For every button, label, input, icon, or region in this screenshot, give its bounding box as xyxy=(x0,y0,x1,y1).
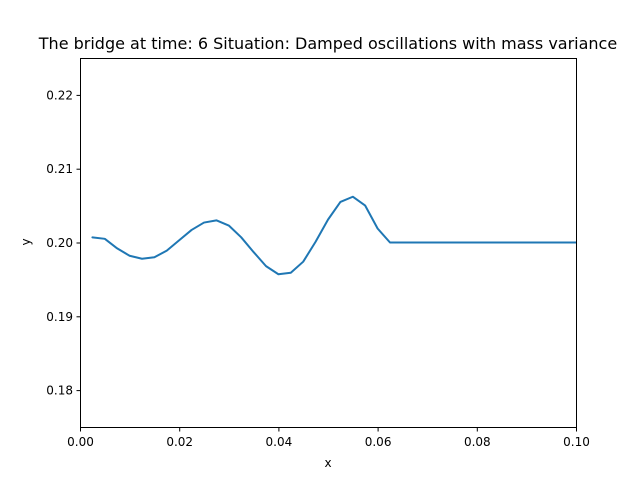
plot-area xyxy=(91,195,577,276)
x-tick-label: 0.10 xyxy=(563,435,590,449)
series-line-0 xyxy=(91,195,577,276)
y-tick-label: 0.18 xyxy=(46,384,73,398)
chart-title: The bridge at time: 6 Situation: Damped … xyxy=(38,34,617,53)
x-tick-label: 0.00 xyxy=(67,435,94,449)
y-tick-label: 0.21 xyxy=(46,162,73,176)
y-axis: 0.18 0.19 0.20 0.21 0.22 xyxy=(46,88,81,398)
x-tick-label: 0.06 xyxy=(365,435,392,449)
y-axis-label: y xyxy=(19,238,33,245)
x-tick-label: 0.02 xyxy=(166,435,193,449)
y-tick-label: 0.19 xyxy=(46,310,73,324)
x-axis: 0.00 0.02 0.04 0.06 0.08 0.10 xyxy=(67,427,590,449)
x-tick-label: 0.08 xyxy=(464,435,491,449)
x-axis-label: x xyxy=(324,456,331,470)
y-tick-label: 0.22 xyxy=(46,88,73,102)
x-tick-label: 0.04 xyxy=(266,435,293,449)
y-tick-label: 0.20 xyxy=(46,236,73,250)
